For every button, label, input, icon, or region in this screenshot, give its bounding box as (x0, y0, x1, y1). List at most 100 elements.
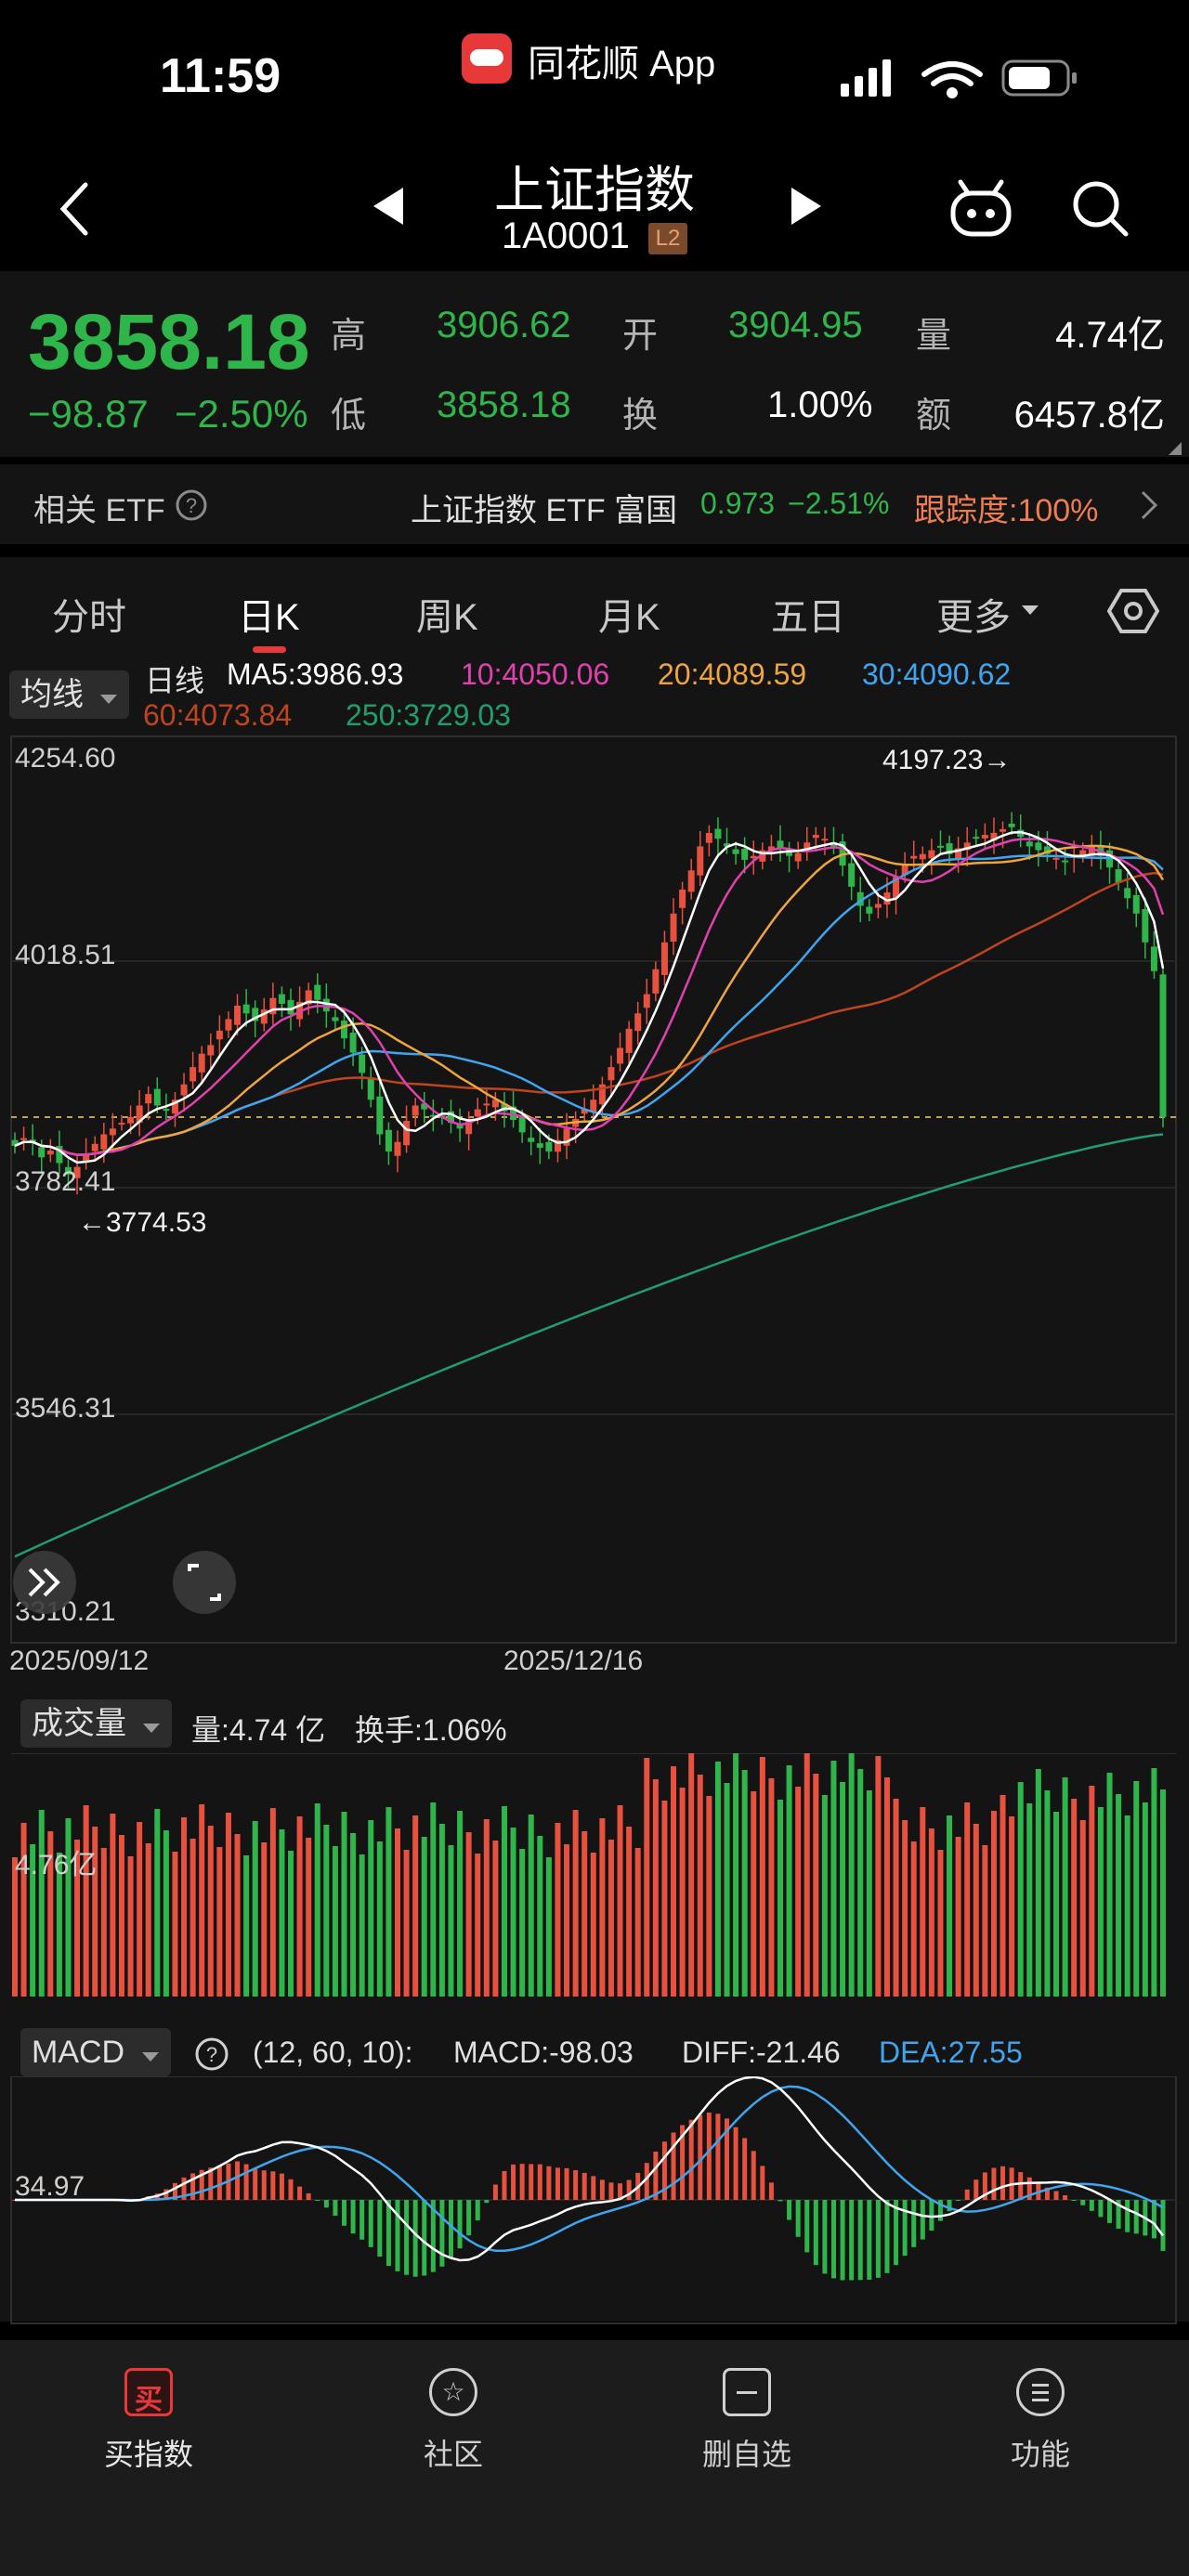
candle (491, 1099, 499, 1108)
macd-bar (742, 2138, 748, 2200)
macd-bar (288, 2179, 294, 2200)
volume-bar (465, 1832, 472, 1997)
macd-bar (1053, 2191, 1059, 2200)
candle (83, 1153, 90, 1163)
price-change-pct: −2.50% (175, 392, 308, 436)
macd-bar (937, 2200, 943, 2221)
volume-bar (457, 1811, 464, 1997)
candle (830, 842, 837, 847)
macd-bar (884, 2200, 890, 2273)
volume-bar (65, 1818, 72, 1997)
settings-hex-icon[interactable] (1107, 585, 1159, 637)
volume-bar (1026, 1803, 1033, 1997)
macd-bar (564, 2167, 569, 2200)
related-etf-row[interactable]: 相关 ETF ? 上证指数 ETF 富国 0.973 −2.51% 跟踪度:10… (0, 464, 1189, 544)
candle (883, 892, 891, 905)
macd-bar (484, 2200, 490, 2204)
nav-buy-index[interactable]: 买 买指数 (56, 2368, 242, 2474)
volume-bar (572, 1810, 579, 1997)
ma60-value: 60:4073.84 (143, 698, 293, 732)
volume-bar (12, 1857, 18, 1997)
candle (198, 1053, 205, 1073)
nav-community[interactable]: ☆ 社区 (360, 2368, 546, 2474)
volume-bar (1044, 1790, 1051, 1997)
volume-bar (83, 1805, 89, 1997)
candle (1159, 974, 1167, 1117)
macd-bar (457, 2200, 463, 2249)
candle (341, 1021, 348, 1039)
open-value: 3904.95 (728, 305, 863, 345)
macd-bar (1107, 2200, 1113, 2223)
macd-bar (475, 2200, 480, 2221)
prev-stock-icon[interactable] (370, 186, 407, 227)
candle (767, 846, 775, 851)
candle (314, 984, 321, 1000)
macd-bar (813, 2200, 818, 2266)
macd-selector-dropdown[interactable]: MACD (20, 2028, 171, 2076)
fullscreen-icon[interactable] (173, 1551, 236, 1614)
volume-bar (1097, 1807, 1104, 1997)
volume-selector-dropdown[interactable]: 成交量 (20, 1699, 173, 1748)
macd-bar (894, 2200, 899, 2266)
macd-bar (725, 2118, 730, 2200)
collapse-panel-icon[interactable] (13, 1551, 76, 1614)
macd-bar (315, 2200, 320, 2201)
volume-bar (243, 1855, 250, 1997)
ma-selector-dropdown[interactable]: 均线 (9, 670, 130, 719)
candle (981, 835, 988, 839)
volume-label: 量 (916, 317, 952, 356)
candle (1000, 828, 1007, 832)
volume-bar (163, 1830, 169, 1997)
macd-bar (795, 2200, 801, 2237)
volume-bar (350, 1833, 357, 1997)
y-tick-label: 3782.41 (15, 1166, 115, 1197)
tab-monthly-k[interactable]: 月K (598, 597, 660, 638)
chevron-right-icon[interactable] (1139, 488, 1161, 522)
macd-bar (875, 2200, 881, 2278)
volume-chart[interactable]: 4.76亿 (0, 1753, 1189, 2004)
macd-bar (412, 2200, 418, 2277)
macd-diff: DIFF:-21.46 (682, 2036, 841, 2069)
candle (1115, 869, 1122, 883)
macd-bar (840, 2200, 845, 2281)
more-dropdown-icon[interactable] (1020, 604, 1040, 617)
volume-bar (137, 1822, 143, 1997)
tab-daily-k[interactable]: 日K (238, 597, 300, 638)
search-icon[interactable] (1070, 178, 1130, 238)
expand-corner-icon[interactable] (1169, 442, 1182, 455)
macd-bar (385, 2200, 391, 2267)
macd-chart[interactable]: 34.97 (0, 2076, 1189, 2327)
volume-bar (234, 1834, 241, 1997)
volume-bar (1106, 1773, 1113, 1997)
volume-bar (733, 1753, 739, 1997)
macd-bar (1018, 2172, 1024, 2200)
tab-five-day[interactable]: 五日 (771, 597, 845, 638)
nav-functions[interactable]: 功能 (947, 2368, 1133, 2474)
volume-bar (296, 1816, 303, 1997)
help-icon[interactable]: ? (175, 488, 208, 522)
tab-intraday[interactable]: 分时 (52, 597, 126, 638)
tab-weekly-k[interactable]: 周K (416, 597, 478, 638)
tab-more[interactable]: 更多 (936, 597, 1011, 638)
volume-bar (38, 1810, 45, 1997)
nav-remove-watchlist[interactable]: 删自选 (654, 2368, 840, 2474)
macd-bar (715, 2114, 721, 2200)
candle (856, 891, 864, 906)
next-stock-icon[interactable] (788, 186, 825, 227)
back-icon[interactable] (56, 181, 93, 237)
signal-icon (841, 59, 891, 97)
volume-bar (359, 1854, 365, 1997)
high-value: 3906.62 (437, 305, 571, 345)
ma250-line (14, 1133, 1164, 1558)
volume-bar (92, 1827, 98, 1997)
macd-help-icon[interactable]: ? (193, 2036, 230, 2073)
macd-bar (1063, 2194, 1068, 2200)
candle (216, 1030, 223, 1040)
candle (153, 1088, 161, 1106)
open-label: 开 (622, 317, 659, 356)
candle (536, 1143, 543, 1148)
kline-chart[interactable]: 4254.60 4018.51 3782.41 3546.31 3310.21 … (0, 734, 1189, 1653)
macd-bar (964, 2189, 970, 2200)
etf-price: 0.973 (700, 487, 776, 520)
robot-assistant-icon[interactable] (947, 178, 1014, 240)
